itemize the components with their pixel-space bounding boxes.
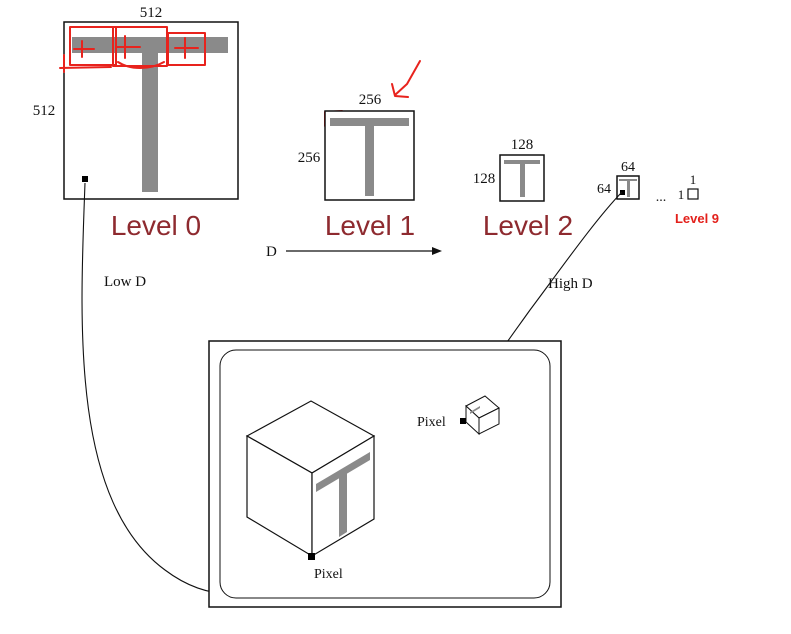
annotation-curve [117,61,165,69]
near-cube-t-bar [316,452,370,492]
level-3-t-bar [619,179,637,181]
far-cube: Pixel [417,395,500,436]
level-1-height-label: 256 [298,150,321,166]
level-1-texture: 256 256 Level 1 [298,92,415,241]
level-0-height-label: 512 [33,103,56,119]
high-d-label: High D [548,276,593,292]
level-0-texture: 512 512 Level 0 [33,5,239,241]
annotation-cross-3 [174,37,199,59]
distance-axis-arrowhead [432,247,442,255]
level-9-texture: 1 1 Level 9 [675,172,720,226]
level-9-frame [687,188,699,200]
annotation-dash-left [59,54,112,73]
level-0-pixel-marker [82,176,88,182]
far-pixel-marker [460,418,466,424]
level-3-width-label: 64 [621,160,635,175]
level-2-width-label: 128 [511,137,534,153]
level-9-caption: Level 9 [675,211,719,226]
level-3-texture: 64 64 [597,160,640,200]
level-1-t-bar [330,118,409,126]
screen-inner-bezel [219,349,551,599]
level-3-pixel-marker [620,190,625,195]
level-2-t-bar [504,160,540,164]
near-cube: Pixel [245,400,376,582]
level-1-t-stem [365,126,374,196]
near-pixel-label: Pixel [314,567,343,582]
far-cube-t-bar [470,406,480,414]
level-0-caption: Level 0 [111,210,201,241]
level-9-height-label: 1 [678,187,685,202]
level-0-t-stem [142,53,158,192]
annotation-box-3 [167,32,206,66]
low-d-label: Low D [104,274,146,290]
level-3-t-stem [627,181,630,197]
distance-axis-label: D [266,244,277,260]
screen-frame [208,340,562,608]
level-3-height-label: 64 [597,182,611,197]
near-cube-t-stem [339,473,347,537]
level-1-width-label: 256 [359,92,382,108]
near-pixel-marker [308,553,315,560]
level-2-height-label: 128 [473,171,496,187]
level-2-texture: 128 128 Level 2 [473,137,573,241]
distance-axis: D [266,244,442,260]
level-2-caption: Level 2 [483,210,573,241]
annotation-cross-2 [115,35,141,59]
level-9-width-label: 1 [690,172,697,187]
far-cube-right-face [478,407,500,435]
level-2-t-stem [520,164,525,197]
far-pixel-label: Pixel [417,415,446,430]
annotation-cross-1 [73,40,95,58]
level-1-caption: Level 1 [325,210,415,241]
levels-ellipsis: ... [656,190,667,205]
annotation-check [391,60,421,98]
level-0-width-label: 512 [140,5,163,21]
